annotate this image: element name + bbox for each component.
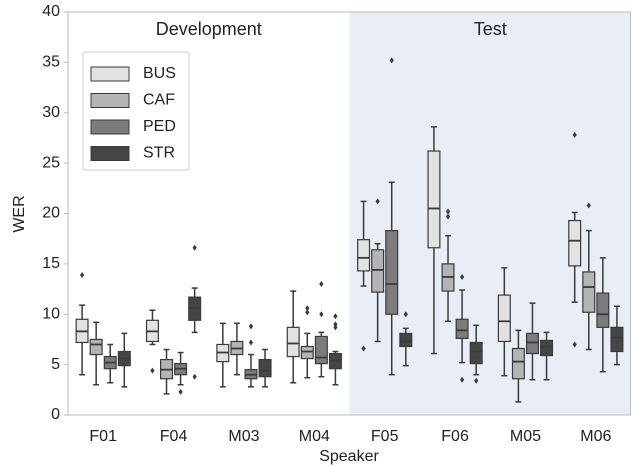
y-tick-label: 25 [42,154,60,171]
box [582,271,596,313]
box [455,318,469,340]
flier [361,345,366,352]
flier [248,323,254,330]
y-tick-label: 40 [42,3,60,20]
x-tick-label: F06 [441,428,469,445]
x-axis-label: Speaker [319,448,379,465]
flier [389,57,394,64]
legend-swatch [90,93,130,108]
flier [305,309,310,316]
legend-label: BUS [143,65,176,82]
box [427,150,441,249]
flier [460,376,465,383]
region-label: Development [156,19,262,39]
y-tick-label: 35 [42,54,60,71]
flier [586,202,591,209]
flier [333,321,338,328]
flier [79,271,85,278]
x-tick-label: M03 [228,428,259,445]
box [371,249,385,293]
flier [460,273,465,280]
box [540,339,554,357]
x-tick-label: F05 [371,428,399,445]
legend-swatch [90,146,130,161]
y-tick-label: 20 [42,205,60,222]
flier [319,311,324,318]
box [497,294,511,343]
plot-background [68,12,631,415]
flier [445,208,451,215]
region-label: Test [474,19,507,39]
flier [178,388,183,395]
y-tick-label: 5 [51,356,60,373]
region-shade [349,12,631,415]
flier [474,377,479,384]
y-tick-label: 15 [42,255,60,272]
x-tick-label: M05 [510,428,541,445]
y-tick-label: 30 [42,104,60,121]
flier [319,281,324,288]
box [511,347,525,380]
legend-label: STR [143,145,175,162]
x-tick-label: F04 [160,428,188,445]
box [286,326,300,358]
box [258,358,272,378]
flier [305,305,310,312]
box [568,219,582,267]
y-tick-label: 0 [51,406,60,423]
flier [333,324,338,331]
flier [333,313,338,320]
flier [192,373,197,380]
box [610,326,624,353]
box [385,230,399,315]
box [596,292,610,328]
flier [248,339,254,346]
x-tick-label: F01 [89,428,117,445]
y-tick-label: 10 [42,305,60,322]
flier [150,367,155,374]
box [357,239,371,272]
legend-label: CAF [143,92,175,109]
legend-label: PED [143,118,176,135]
box [525,332,539,355]
legend-swatch [90,66,130,82]
y-axis-label: WER [11,195,28,232]
box [314,335,328,365]
flier [403,311,408,318]
legend-swatch [90,119,130,135]
flier [192,244,197,251]
box [300,345,314,360]
flier [572,341,577,348]
box [469,341,483,365]
x-tick-label: M04 [299,428,330,445]
flier [445,213,451,220]
box [399,332,413,348]
x-tick-label: M06 [580,428,611,445]
box [89,338,103,356]
flier [572,131,577,138]
flier [375,198,380,205]
